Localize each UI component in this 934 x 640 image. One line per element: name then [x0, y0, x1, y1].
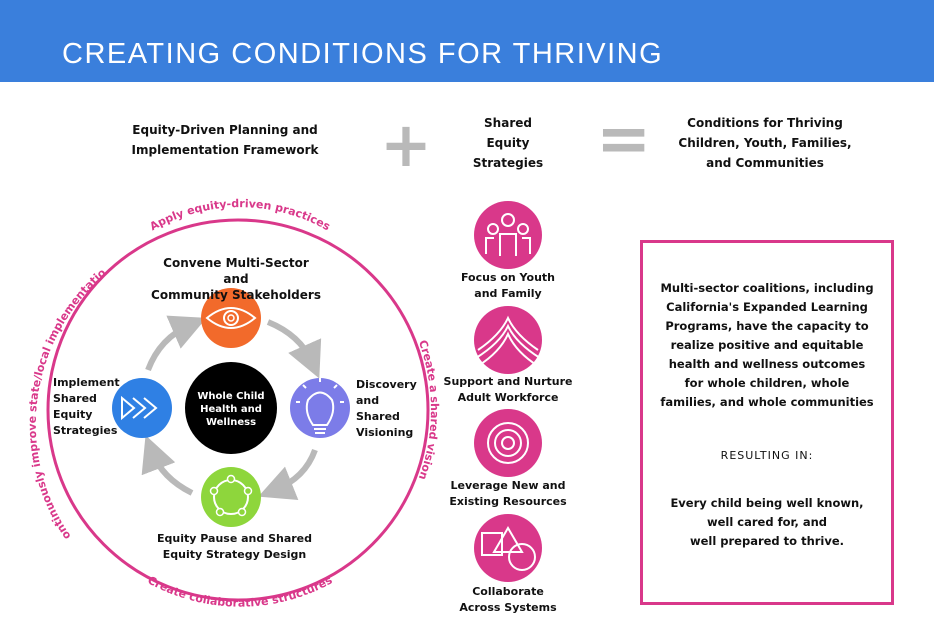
lightbulb-icon	[290, 378, 350, 438]
strategies-line: Strategies	[472, 156, 544, 170]
strategy-label-resources: Leverage New and Existing Resources	[449, 479, 567, 508]
resulting-in-label: RESULTING IN:	[720, 449, 814, 462]
outcome-box: Multi-sector coalitions, including Califo…	[640, 240, 894, 605]
conditions-line: Children, Youth, Families,	[678, 136, 852, 150]
header-bar: CREATING CONDITIONS FOR THRIVING	[0, 0, 934, 82]
conditions-line: and Communities	[706, 156, 824, 170]
outcome-statement: Multi-sector coalitions, including Califo…	[660, 281, 874, 409]
strategy-label-youth: Focus on Youth and Family	[460, 271, 555, 300]
shapes-icon	[474, 514, 542, 582]
framework-line: Implementation Framework	[131, 143, 319, 157]
convene-label: Convene Multi-Sector and Community Stakeh…	[151, 256, 321, 302]
cycle-arrows	[141, 315, 322, 501]
people-icon	[474, 201, 542, 269]
framework-label: Equity-Driven Planning and Implementatio…	[130, 120, 320, 160]
strategies-line: Shared	[484, 116, 532, 130]
implement-label: Implement Shared Equity Strategies	[53, 376, 120, 437]
concentric-circles-icon	[474, 409, 542, 477]
conditions-line: Conditions for Thriving	[687, 116, 843, 130]
framework-line: Equity-Driven Planning and	[132, 123, 318, 137]
ring-label-right: Create a shared vision	[416, 338, 441, 481]
result-statement: Every child being well known, well cared …	[670, 496, 864, 548]
conditions-label: Conditions for Thriving Children, Youth,…	[670, 113, 860, 173]
discovery-label: Discovery and Shared Visioning	[356, 378, 417, 439]
chevrons-up-icon	[474, 306, 542, 374]
circle-of-people-icon	[201, 467, 261, 527]
strategy-icons	[474, 201, 542, 582]
equals-symbol: =	[596, 100, 652, 177]
center-label: Whole Child Health and Wellness	[197, 391, 264, 428]
center-circle	[185, 362, 277, 454]
strategy-label-workforce: Support and Nurture Adult Workforce	[443, 375, 573, 404]
outer-ring	[46, 218, 430, 602]
ring-label-top: Apply equity-driven practices	[148, 197, 333, 233]
fast-forward-icon	[112, 378, 172, 438]
strategies-line: Equity	[486, 136, 530, 150]
page-title: CREATING CONDITIONS FOR THRIVING	[62, 38, 664, 70]
strategy-label-collaborate: Collaborate Across Systems	[459, 585, 557, 614]
strategies-label: Shared Equity Strategies	[460, 113, 556, 173]
eye-icon	[201, 288, 261, 348]
plus-symbol: +	[380, 108, 432, 181]
ring-label-bottom: Create collaborative structures	[146, 573, 335, 609]
pause-label: Equity Pause and Shared Equity Strategy D…	[157, 532, 312, 561]
